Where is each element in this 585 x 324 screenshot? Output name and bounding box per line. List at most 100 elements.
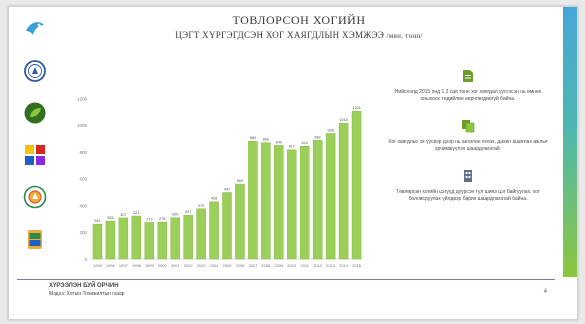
x-tick-label: 1999 — [145, 263, 155, 268]
bar — [157, 221, 167, 260]
bar — [105, 220, 116, 260]
x-tick-label: 2013 — [326, 263, 336, 268]
y-tick-label: 0 — [84, 257, 87, 262]
bar — [274, 145, 284, 260]
note-2: Хог хаягдлыг эх үүсвэр дээр нь ангилан я… — [387, 119, 549, 153]
data-label: 560 — [237, 179, 243, 183]
data-label: 843 — [302, 141, 308, 145]
x-tick-label: 2007 — [248, 263, 258, 268]
x-tick-label: 2008 — [261, 263, 271, 268]
slide: ТОВЛОРСОН ХОГИЙН ЦЭГТ ХҮРГЭГДСЭН ХОГ ХАЯ… — [8, 6, 578, 320]
bar — [183, 215, 193, 260]
data-label: 1015 — [339, 118, 347, 122]
bar — [248, 141, 258, 260]
bar — [92, 223, 103, 260]
bar — [338, 122, 349, 260]
data-label: 428 — [211, 197, 217, 201]
data-label: 261 — [94, 219, 100, 223]
bar — [235, 183, 245, 260]
accent-bar — [563, 7, 577, 277]
bar — [170, 217, 180, 260]
y-tick-label: 600 — [79, 177, 87, 182]
note-3-text: Төвлөрсөн хогийн цэгүүд дүүрсэн тул шинэ… — [396, 189, 540, 202]
x-tick-label: 1997 — [119, 263, 129, 268]
ministry-seal-icon — [24, 60, 46, 82]
y-tick-label: 1200 — [77, 96, 88, 101]
data-label: 321 — [133, 211, 139, 215]
title-unit: /мян. тонн/ — [386, 32, 423, 40]
footer: ХҮРЭЭЛЭН БУЙ ОРЧИН Мэдээ: Хотын Тохижилт… — [49, 283, 125, 297]
x-tick-label: 2004 — [210, 263, 220, 268]
y-tick-label: 1000 — [77, 123, 88, 128]
data-label: 1104 — [352, 106, 360, 110]
data-label: 938 — [327, 128, 333, 132]
document-icon — [463, 70, 473, 82]
logo-rail — [17, 13, 53, 283]
title-line-2: ЦЭГТ ХҮРГЭГДСЭН ХОГ ХАЯГДЛЫН ХЭМЖЭЭ /мян… — [69, 30, 529, 40]
bar — [325, 133, 336, 260]
note-1-text: Нийслэлд 2015 онд 1.2 сая тонн хог хаягд… — [394, 89, 542, 102]
y-tick-label: 200 — [79, 230, 87, 235]
title-line-2-text: ЦЭГТ ХҮРГЭГДСЭН ХОГ ХАЯГДЛЫН ХЭМЖЭЭ — [175, 30, 385, 40]
recycle-emblem-icon — [23, 185, 47, 209]
bird-logo-icon — [26, 22, 44, 35]
data-label: 276 — [159, 217, 165, 221]
data-label: 817 — [289, 145, 295, 149]
footer-subtitle: Мэдээ: Хотын Тохижилтын газар — [49, 291, 125, 297]
data-label: 327 — [185, 210, 191, 214]
colored-squares-icon — [25, 145, 45, 165]
bin-icon — [28, 230, 42, 249]
building-icon — [464, 170, 472, 182]
y-tick-label: 800 — [79, 150, 87, 155]
data-label: 307 — [120, 213, 126, 217]
data-label: 869 — [263, 138, 269, 142]
footer-divider — [17, 279, 555, 280]
side-notes: Нийслэлд 2015 онд 1.2 сая тонн хог хаягд… — [387, 69, 549, 219]
x-tick-label: 2009 — [274, 263, 284, 268]
chart-title: ТОВЛОРСОН ХОГИЙН ЦЭГТ ХҮРГЭГДСЭН ХОГ ХАЯ… — [69, 13, 529, 40]
data-label: 273 — [146, 217, 152, 221]
x-tick-label: 1995 — [93, 263, 103, 268]
bar — [299, 145, 310, 260]
x-tick-label: 2015 — [352, 263, 362, 268]
data-label: 880 — [250, 136, 256, 140]
bar — [222, 192, 232, 260]
x-tick-label: 2012 — [313, 263, 323, 268]
bar — [209, 201, 219, 260]
bar — [287, 149, 297, 260]
footer-org: ХҮРЭЭЛЭН БУЙ ОРЧИН — [49, 283, 119, 289]
x-tick-label: 2010 — [287, 263, 297, 268]
x-tick-label: 2001 — [171, 263, 181, 268]
x-tick-label: 2014 — [339, 263, 349, 268]
x-tick-label: 2011 — [300, 263, 309, 268]
bar — [118, 217, 129, 260]
data-label: 309 — [172, 213, 178, 217]
bar — [131, 215, 142, 260]
bar — [312, 140, 323, 260]
data-label: 849 — [276, 140, 282, 144]
x-tick-label: 2006 — [235, 263, 245, 268]
x-tick-label: 2005 — [223, 263, 233, 268]
note-1: Нийслэлд 2015 онд 1.2 сая тонн хог хаягд… — [387, 69, 549, 103]
bar — [144, 222, 155, 260]
bar — [196, 208, 206, 260]
bar-chart: 0 200 400 600 800 1000 1200 261 1995 283 1996 307 19… — [77, 96, 363, 268]
data-label: 887 — [314, 135, 320, 139]
x-tick-label: 1996 — [106, 263, 116, 268]
data-label: 283 — [107, 216, 113, 220]
note-3: Төвлөрсөн хогийн цэгүүд дүүрсэн тул шинэ… — [387, 169, 549, 203]
page-number: 4 — [543, 289, 547, 295]
documents-icon — [462, 120, 475, 133]
note-2-text: Хог хаягдлыг эх үүсвэр дээр нь ангилан я… — [388, 139, 548, 152]
data-label: 375 — [198, 204, 204, 208]
y-tick-label: 400 — [79, 203, 87, 208]
eco-leaf-icon — [24, 102, 46, 124]
bar — [351, 111, 362, 260]
x-tick-label: 1998 — [132, 263, 142, 268]
bar — [261, 142, 271, 260]
title-line-1: ТОВЛОРСОН ХОГИЙН — [232, 13, 366, 27]
x-tick-label: 2002 — [184, 263, 194, 268]
x-tick-label: 2003 — [197, 263, 207, 268]
data-label: 497 — [224, 187, 230, 191]
x-tick-label: 2000 — [158, 263, 168, 268]
